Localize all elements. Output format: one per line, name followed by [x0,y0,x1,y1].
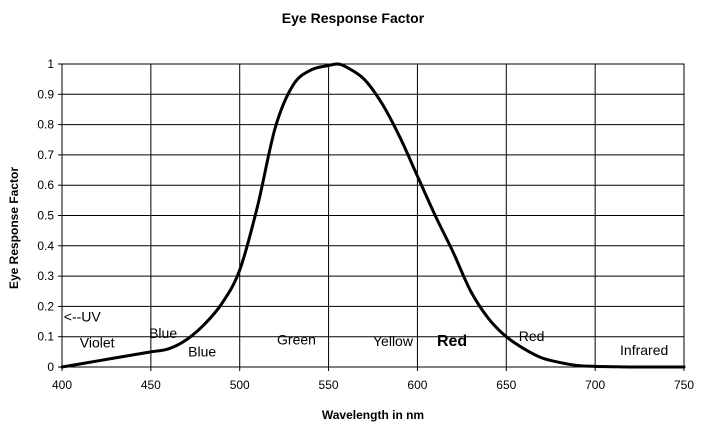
spectrum-label: Green [277,331,316,347]
spectrum-label: Red [519,328,545,344]
y-tick-label: 0.5 [37,209,54,223]
spectrum-label: Yellow [373,333,414,349]
spectrum-label: Infrared [620,342,668,358]
y-tick-label: 0.2 [37,299,54,313]
x-tick-label: 700 [585,378,605,392]
gridlines [61,63,685,368]
x-axis-title: Wavelength in nm [322,408,424,422]
chart-title: Eye Response Factor [282,10,425,26]
x-tick-label: 500 [230,378,250,392]
spectrum-label: Violet [80,334,115,350]
x-axis-ticks: 400 450 500 550 600 650 700 750 [52,367,694,392]
x-tick-label: 550 [319,378,339,392]
x-tick-label: 450 [141,378,161,392]
response-curve [60,62,686,369]
spectrum-label: <--UV [64,309,102,325]
y-tick-label: 0.3 [37,269,54,283]
y-axis-title: Eye Response Factor [7,167,21,289]
y-tick-label: 0.1 [37,330,54,344]
x-tick-label: 650 [496,378,516,392]
y-tick-label: 0 [47,360,54,374]
x-tick-label: 400 [52,378,72,392]
y-tick-label: 0.4 [37,239,54,253]
y-tick-label: 1 [47,57,54,71]
spectrum-label: Red [437,333,467,350]
y-tick-label: 0.7 [37,148,54,162]
y-tick-label: 0.8 [37,118,54,132]
y-tick-label: 0.6 [37,178,54,192]
x-tick-label: 600 [407,378,427,392]
y-tick-label: 0.9 [37,87,54,101]
x-tick-label: 750 [674,378,694,392]
spectrum-label: Blue [188,343,216,359]
spectrum-annotations: <--UV Violet Blue Blue Green Yellow Red Red Infr… [64,309,668,360]
y-axis-ticks: 0 0.1 0.2 0.3 0.4 0.5 0.6 0.7 0.8 0.9 1 [37,57,62,374]
spectrum-label: Blue [149,325,177,341]
